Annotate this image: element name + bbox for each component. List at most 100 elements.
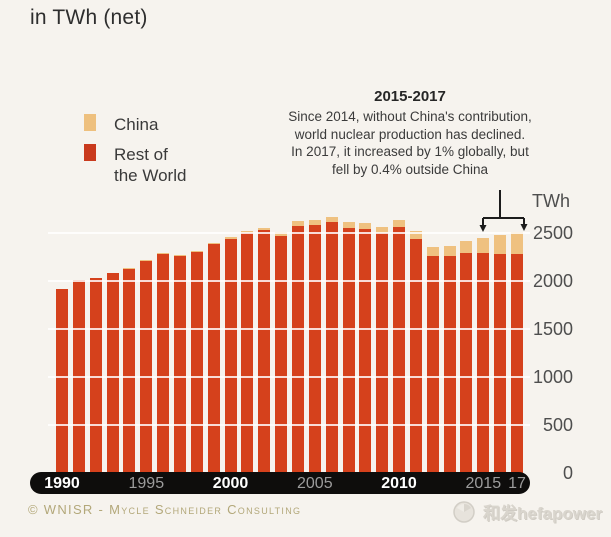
- y-tick-label-0: 0: [562, 463, 573, 483]
- y-tick-label-2000: 2000: [532, 270, 573, 291]
- bar-segment-rest-of-world: [207, 243, 220, 473]
- y-tick-label-1500: 1500: [532, 318, 573, 339]
- bar-segment-china: [460, 241, 473, 254]
- bar-segment-rest-of-world: [376, 232, 389, 473]
- bar-1997: [174, 254, 186, 473]
- bar-segment-china: [359, 222, 372, 229]
- annotation-heading: 2015-2017: [374, 88, 446, 105]
- bar-2014: [460, 241, 473, 473]
- bar-segment-rest-of-world: [72, 279, 85, 473]
- bar-segment-rest-of-world: [409, 238, 422, 473]
- china-swatch-icon: [84, 114, 96, 131]
- bar-2004: [291, 221, 304, 473]
- x-tick-label-2015: 2015: [465, 475, 502, 492]
- bar-segment-china: [325, 217, 338, 223]
- bar-segment-rest-of-world: [106, 273, 119, 473]
- bar-2013: [443, 246, 456, 473]
- chart-title: in TWh (net): [30, 6, 148, 29]
- bar-2007: [342, 222, 355, 473]
- bar-segment-rest-of-world: [477, 253, 490, 473]
- watermark: 和发hefapower: [452, 499, 602, 524]
- bar-segment-china: [393, 220, 405, 227]
- bar-segment-china: [123, 268, 136, 270]
- x-tick-label-2010: 2010: [381, 475, 417, 492]
- bar-1990: [56, 289, 68, 473]
- bar-2005: [308, 220, 321, 473]
- y-axis-unit-label: TWh: [532, 191, 570, 211]
- annotation-line: world nuclear production has declined.: [294, 126, 526, 142]
- legend-label-china: China: [114, 115, 159, 134]
- bar-1998: [190, 250, 203, 473]
- bar-2009: [376, 226, 389, 473]
- bar-segment-rest-of-world: [157, 253, 170, 473]
- y-tick-label-1000: 1000: [532, 366, 573, 387]
- bar-segment-china: [258, 228, 271, 231]
- y-tick-label-2500: 2500: [532, 222, 573, 243]
- copyright-credit: © WNISR - Mycle Schneider Consulting: [28, 502, 302, 517]
- bar-segment-rest-of-world: [494, 253, 507, 473]
- x-tick-label-2000: 2000: [212, 475, 249, 492]
- bar-segment-rest-of-world: [426, 256, 439, 473]
- bar-2015: [477, 238, 490, 473]
- annotation-line: fell by 0.4% outside China: [331, 161, 489, 177]
- annotation-callout: 2015-2017 Since 2014, without China's co…: [252, 88, 568, 178]
- bar-segment-china: [207, 242, 220, 244]
- bar-segment-rest-of-world: [443, 256, 456, 473]
- x-tick-label-1995: 1995: [128, 475, 165, 492]
- bar-1993: [106, 273, 119, 473]
- x-tick-label-2005: 2005: [297, 475, 333, 492]
- bar-2003: [275, 232, 288, 473]
- bar-segment-rest-of-world: [89, 278, 102, 473]
- bar-2011: [409, 230, 422, 473]
- bar-1991: [72, 279, 85, 473]
- bar-segment-rest-of-world: [359, 228, 372, 473]
- bar-segment-rest-of-world: [123, 269, 136, 473]
- bar-2002: [258, 228, 271, 473]
- bar-2000: [224, 237, 237, 473]
- bar-segment-china: [376, 226, 389, 233]
- bar-segment-china: [308, 220, 321, 226]
- bar-segment-china: [494, 234, 507, 254]
- bar-1996: [157, 252, 170, 473]
- bar-segment-rest-of-world: [258, 230, 271, 473]
- y-tick-label-500: 500: [542, 414, 573, 435]
- bar-2012: [426, 247, 439, 473]
- bar-segment-china: [275, 232, 288, 237]
- bar-2017: [511, 232, 523, 473]
- annotation-line: Since 2014, without China's contribution…: [288, 109, 532, 124]
- bar-2006: [325, 217, 338, 473]
- bar-segment-rest-of-world: [275, 236, 288, 473]
- bar-segment-rest-of-world: [291, 226, 304, 473]
- bar-segment-rest-of-world: [342, 228, 355, 473]
- bar-segment-rest-of-world: [56, 289, 68, 473]
- bar-segment-rest-of-world: [511, 254, 523, 473]
- legend-item-rest-of-world: Rest of the World: [84, 144, 186, 186]
- bar-segment-china: [477, 238, 490, 254]
- bar-segment-rest-of-world: [460, 253, 473, 473]
- bar-segment-rest-of-world: [308, 225, 321, 473]
- x-axis-bar: [30, 472, 530, 494]
- bar-segment-rest-of-world: [174, 255, 186, 473]
- bar-1995: [140, 260, 153, 473]
- legend: China Rest of the World: [84, 114, 186, 195]
- bar-segment-china: [157, 252, 170, 254]
- bar-2001: [241, 230, 254, 473]
- bar-segment-rest-of-world: [190, 251, 203, 473]
- bar-1994: [123, 268, 136, 473]
- x-tick-label-2017: 17: [508, 475, 526, 492]
- bar-segment-china: [409, 230, 422, 239]
- bar-segment-rest-of-world: [241, 232, 254, 473]
- bar-2010: [393, 220, 405, 473]
- legend-item-china: China: [84, 114, 186, 135]
- bar-segment-china: [140, 260, 153, 262]
- legend-label-rest-of-world: Rest of the World: [114, 145, 187, 185]
- bar-segment-china: [426, 247, 439, 257]
- bar-segment-rest-of-world: [224, 239, 237, 473]
- bar-segment-rest-of-world: [393, 227, 405, 473]
- bar-2016: [494, 234, 507, 473]
- watermark-text: 和发hefapower: [483, 504, 603, 523]
- bar-1999: [207, 242, 220, 473]
